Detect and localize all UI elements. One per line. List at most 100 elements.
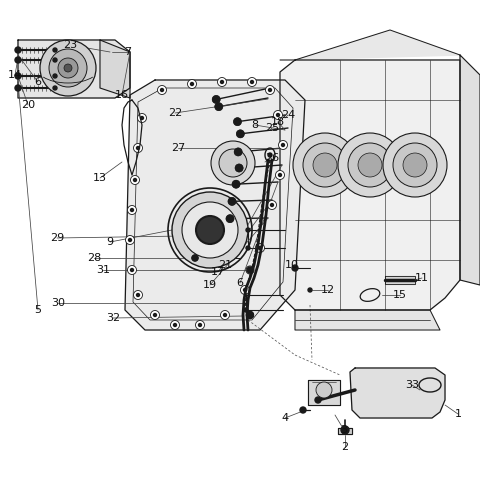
Text: 26: 26 [265,153,279,163]
Circle shape [348,143,392,187]
Polygon shape [308,380,340,405]
Polygon shape [350,368,445,418]
Circle shape [15,57,21,63]
Circle shape [274,110,283,120]
Circle shape [235,148,241,156]
Circle shape [403,153,427,177]
Circle shape [129,239,132,241]
Text: 27: 27 [171,143,185,153]
Text: 14: 14 [8,70,22,80]
Polygon shape [385,276,415,284]
Circle shape [53,48,57,52]
Text: 11: 11 [415,273,429,283]
Text: 4: 4 [281,413,288,423]
Text: 6: 6 [237,278,243,288]
Circle shape [338,133,402,197]
Circle shape [172,192,248,268]
Circle shape [255,243,264,252]
Circle shape [151,311,159,320]
Circle shape [136,293,140,297]
Circle shape [195,321,204,329]
Circle shape [383,133,447,197]
Circle shape [215,103,222,110]
Circle shape [58,58,78,78]
Circle shape [228,198,236,205]
Circle shape [234,118,241,125]
Polygon shape [460,55,480,285]
Text: 24: 24 [281,110,295,120]
Circle shape [173,324,177,326]
Circle shape [53,74,57,78]
Text: 18: 18 [271,117,285,127]
Circle shape [248,77,256,86]
Circle shape [191,83,193,85]
Circle shape [267,201,276,209]
Polygon shape [125,80,305,330]
Circle shape [137,113,146,122]
Circle shape [157,85,167,95]
Circle shape [292,265,298,271]
Circle shape [53,86,57,90]
Text: 5: 5 [35,305,41,315]
Circle shape [251,81,253,84]
Text: 30: 30 [51,298,65,308]
Text: 15: 15 [393,290,407,300]
Circle shape [313,153,337,177]
Polygon shape [295,310,440,330]
Circle shape [232,180,240,188]
Text: 3: 3 [340,425,348,435]
Circle shape [15,47,21,53]
Circle shape [211,141,255,185]
Text: 7: 7 [124,47,132,57]
Circle shape [220,81,224,84]
Circle shape [217,77,227,86]
Text: 33: 33 [405,380,419,390]
Text: 28: 28 [87,253,101,263]
Circle shape [315,397,321,403]
Circle shape [192,255,198,261]
Circle shape [265,85,275,95]
Circle shape [219,149,247,177]
Circle shape [128,265,136,275]
Circle shape [300,407,306,413]
Circle shape [293,133,357,197]
Text: 16: 16 [115,90,129,100]
Circle shape [227,215,233,222]
Circle shape [133,179,136,181]
Circle shape [199,324,202,326]
Circle shape [240,286,250,295]
Text: 32: 32 [106,313,120,323]
Text: 10: 10 [285,260,299,270]
Circle shape [393,143,437,187]
Circle shape [170,321,180,329]
Circle shape [196,216,224,244]
Circle shape [40,40,96,96]
Text: 25: 25 [265,123,279,133]
Text: 9: 9 [107,237,114,247]
Circle shape [213,96,220,103]
Text: 29: 29 [50,233,64,243]
Circle shape [224,313,227,316]
Text: 1: 1 [455,409,461,419]
Circle shape [243,288,247,291]
Circle shape [276,170,285,180]
Circle shape [259,247,262,250]
Circle shape [188,80,196,88]
Text: 13: 13 [93,173,107,183]
Circle shape [268,153,272,157]
Circle shape [246,228,250,232]
Text: 20: 20 [21,100,35,110]
Circle shape [160,88,164,92]
Polygon shape [18,40,130,98]
Text: 21: 21 [218,260,232,270]
Circle shape [237,131,244,137]
Circle shape [276,113,279,117]
Circle shape [131,176,140,184]
Text: 19: 19 [203,280,217,290]
Text: 22: 22 [168,108,182,118]
Circle shape [268,88,272,92]
Text: 12: 12 [321,285,335,295]
Circle shape [154,313,156,316]
Text: 17: 17 [211,267,225,277]
Circle shape [316,382,332,398]
